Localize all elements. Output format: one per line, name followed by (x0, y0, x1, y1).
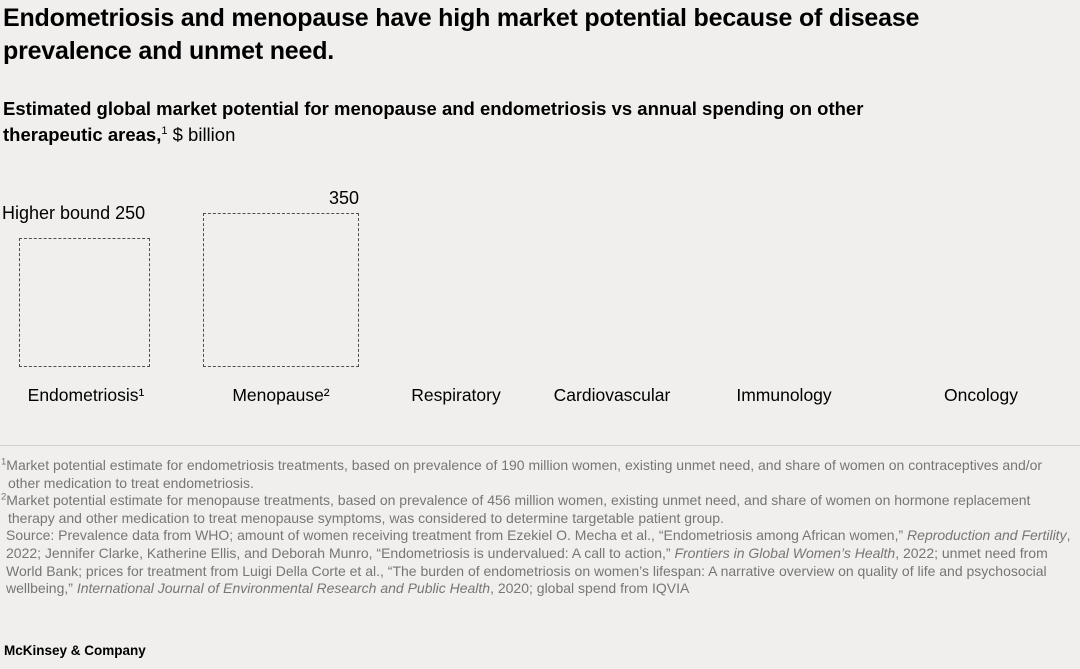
category-label-endometriosis: Endometriosis¹ (27, 385, 145, 405)
category-label-immunology: Immunology (736, 385, 832, 405)
footnote-1-text: Market potential estimate for endometrio… (6, 457, 1043, 491)
subtitle-bold-text: Estimated global market potential for me… (3, 98, 864, 145)
page-title: Endometriosis and menopause have high ma… (3, 4, 920, 65)
chart-area: Higher bound 250 350 Endometriosis¹ Meno… (2, 188, 1018, 405)
footnote-1: 1Market potential estimate for endometri… (1, 457, 1077, 492)
category-label-oncology: Oncology (944, 385, 1018, 405)
menopause-bar (203, 213, 359, 367)
subtitle-unit: $ billion (167, 124, 236, 145)
menopause-value-label: 350 (328, 188, 359, 208)
mckinsey-wordmark: McKinsey & Company (4, 643, 146, 658)
footnote-1-marker: 1 (1, 456, 7, 468)
category-label-cardiovascular: Cardiovascular (553, 385, 671, 405)
footnotes: 1Market potential estimate for endometri… (1, 457, 1077, 598)
footnote-2-marker: 2 (1, 491, 7, 503)
source-text: Source: Prevalence data from WHO; amount… (6, 527, 1071, 597)
subtitle-footnote-marker: 1 (161, 124, 168, 137)
chart-subtitle: Estimated global market potential for me… (3, 96, 923, 148)
endometriosis-bar (19, 238, 150, 367)
category-label-respiratory: Respiratory (411, 385, 501, 405)
footnote-2-text: Market potential estimate for menopause … (6, 492, 1031, 526)
footnote-2: 2Market potential estimate for menopause… (1, 492, 1077, 527)
category-label-menopause: Menopause² (232, 385, 330, 405)
divider (0, 445, 1080, 446)
endometriosis-value-label: Higher bound 250 (2, 203, 146, 223)
